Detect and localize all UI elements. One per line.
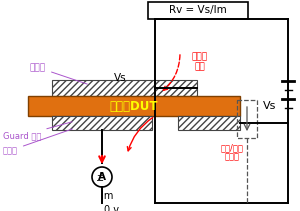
- Text: 主电极: 主电极: [3, 129, 72, 155]
- Text: Vs: Vs: [263, 101, 277, 111]
- Text: Im: Im: [101, 191, 113, 201]
- FancyArrowPatch shape: [164, 55, 180, 90]
- Text: Guard 电极: Guard 电极: [3, 122, 72, 140]
- Bar: [178, 116, 240, 130]
- Bar: [237, 100, 257, 138]
- Text: Rv = Vs/Im: Rv = Vs/Im: [169, 5, 227, 15]
- Text: 上电极: 上电极: [30, 63, 87, 84]
- Bar: [148, 2, 248, 19]
- Text: 被测件DUT: 被测件DUT: [110, 100, 158, 112]
- Text: 电流: 电流: [195, 62, 206, 72]
- Text: A: A: [98, 172, 106, 182]
- Bar: [52, 80, 197, 96]
- Text: 0 v: 0 v: [104, 205, 119, 211]
- FancyArrowPatch shape: [128, 118, 153, 151]
- Text: 漏电流: 漏电流: [224, 153, 239, 161]
- Text: −: −: [96, 176, 104, 186]
- Circle shape: [92, 167, 112, 187]
- Text: +: +: [97, 170, 104, 180]
- Text: Vs: Vs: [114, 73, 126, 83]
- Text: 表面/侧面: 表面/侧面: [220, 143, 243, 153]
- Bar: [28, 96, 240, 116]
- Bar: [52, 116, 152, 130]
- Text: 体电阵: 体电阵: [192, 53, 208, 61]
